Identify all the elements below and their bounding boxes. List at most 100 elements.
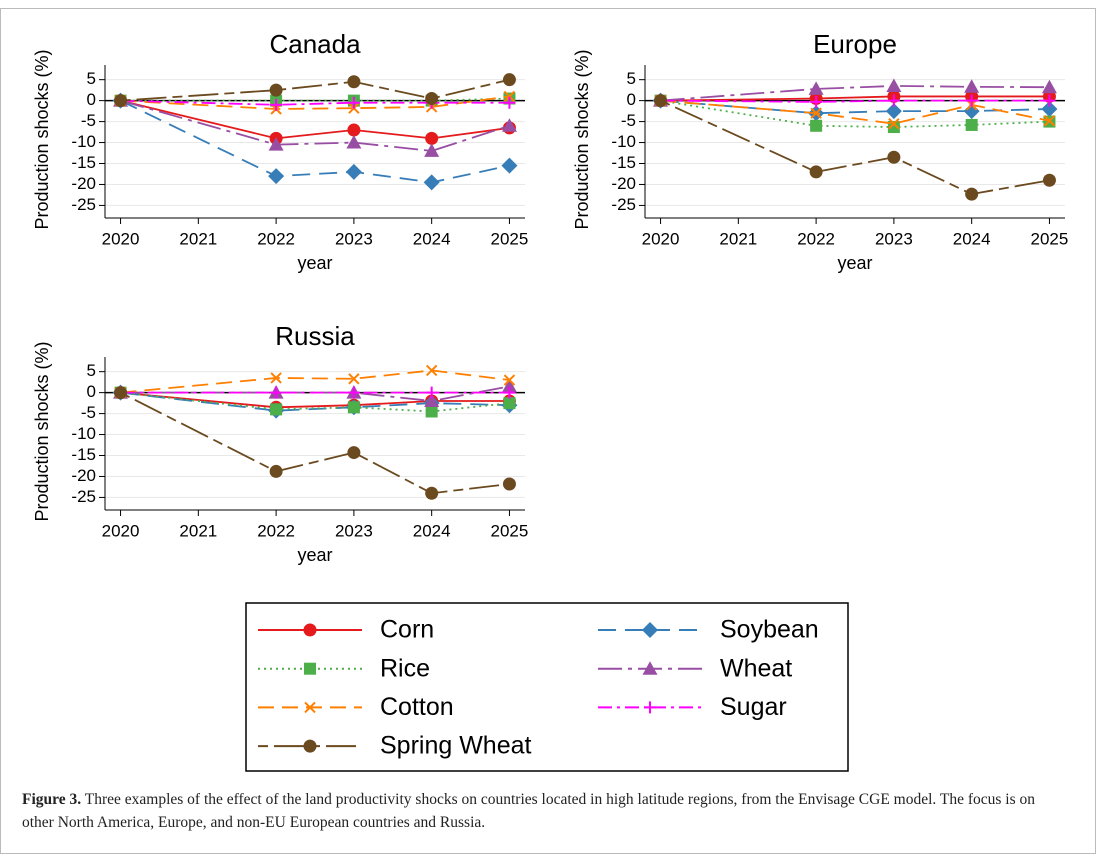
- marker: [268, 168, 285, 185]
- marker: [303, 739, 317, 753]
- y-tick-label: -25: [71, 487, 96, 506]
- marker: [808, 81, 824, 95]
- series-line: [120, 391, 510, 412]
- x-axis-label: year: [297, 253, 332, 273]
- x-tick-label: 2025: [491, 521, 529, 540]
- y-tick-label: 5: [87, 361, 96, 380]
- marker: [1042, 173, 1056, 187]
- marker: [425, 486, 439, 500]
- series: Cotton: [114, 364, 516, 399]
- legend-label: Spring Wheat: [380, 732, 532, 760]
- y-tick-label: -20: [71, 174, 96, 193]
- series-line: [120, 99, 510, 184]
- marker: [886, 78, 902, 92]
- y-tick-label: -10: [71, 132, 96, 151]
- marker: [348, 373, 360, 385]
- marker: [114, 94, 128, 108]
- marker: [642, 661, 658, 675]
- x-tick-label: 2020: [102, 229, 140, 248]
- marker: [423, 174, 440, 191]
- marker: [347, 75, 361, 89]
- series-line: [120, 78, 510, 102]
- marker: [425, 405, 438, 418]
- series: Rice: [114, 386, 516, 418]
- panel-title: Europe: [813, 29, 897, 59]
- legend-item: Rice: [258, 654, 430, 682]
- x-tick-label: 2024: [953, 229, 991, 248]
- marker: [810, 95, 823, 108]
- marker: [885, 103, 902, 120]
- legend-item: Corn: [258, 616, 434, 644]
- marker: [346, 135, 362, 149]
- legend-label: Wheat: [720, 654, 792, 682]
- x-tick-label: 2024: [413, 229, 451, 248]
- series-line: [660, 99, 1050, 125]
- marker: [501, 378, 517, 393]
- marker: [347, 446, 361, 460]
- marker: [270, 372, 282, 384]
- x-tick-label: 2020: [102, 521, 140, 540]
- marker: [425, 92, 439, 106]
- y-tick-label: 0: [87, 382, 96, 401]
- marker: [345, 163, 362, 180]
- marker: [1041, 101, 1058, 118]
- y-tick-label: 0: [627, 90, 636, 109]
- series-line: [120, 99, 510, 106]
- series-line: [120, 391, 510, 495]
- marker: [269, 83, 283, 97]
- series-line: [660, 99, 1050, 115]
- marker: [425, 364, 438, 377]
- marker: [347, 96, 360, 109]
- legend-item: Wheat: [598, 654, 792, 682]
- x-tick-label: 2024: [413, 521, 451, 540]
- legend-item: Cotton: [258, 693, 454, 721]
- marker: [347, 386, 360, 399]
- marker: [810, 119, 823, 132]
- marker: [963, 103, 980, 120]
- marker: [304, 662, 316, 675]
- x-tick-label: 2022: [797, 229, 835, 248]
- marker: [888, 117, 900, 130]
- y-tick-label: -20: [611, 174, 636, 193]
- marker: [503, 397, 516, 410]
- marker: [809, 165, 823, 179]
- x-axis-label: year: [297, 545, 332, 565]
- series: Wheat: [653, 78, 1057, 107]
- y-tick-label: -10: [71, 424, 96, 443]
- marker: [303, 623, 317, 637]
- marker: [965, 94, 978, 107]
- panel-title: Russia: [275, 321, 355, 351]
- y-tick-label: -15: [71, 153, 96, 172]
- marker: [965, 118, 978, 131]
- marker: [887, 150, 901, 164]
- y-tick-label: -25: [71, 195, 96, 214]
- series: Corn: [114, 94, 516, 145]
- marker: [642, 622, 658, 638]
- x-tick-label: 2021: [719, 229, 757, 248]
- series: Spring Wheat: [654, 94, 1056, 201]
- x-tick-label: 2023: [335, 229, 373, 248]
- series: Spring Wheat: [114, 386, 516, 500]
- marker: [503, 96, 516, 109]
- x-tick-label: 2022: [257, 229, 295, 248]
- marker: [424, 393, 440, 408]
- legend-item: Soybean: [598, 616, 819, 644]
- marker: [270, 98, 283, 111]
- series-line: [120, 99, 510, 140]
- y-tick-label: -20: [71, 466, 96, 485]
- y-tick-label: -25: [611, 195, 636, 214]
- marker: [644, 701, 656, 714]
- legend-label: Soybean: [720, 616, 819, 644]
- marker: [270, 403, 283, 416]
- marker: [425, 386, 438, 399]
- marker: [304, 701, 316, 714]
- x-axis-label: year: [837, 253, 872, 273]
- series-line: [660, 99, 1050, 196]
- series-line: [120, 97, 510, 102]
- legend-label: Cotton: [380, 693, 454, 721]
- x-tick-label: 2021: [179, 229, 217, 248]
- series: Soybean: [112, 92, 518, 191]
- caption-text: Three examples of the effect of the land…: [22, 791, 1036, 831]
- x-tick-label: 2021: [179, 521, 217, 540]
